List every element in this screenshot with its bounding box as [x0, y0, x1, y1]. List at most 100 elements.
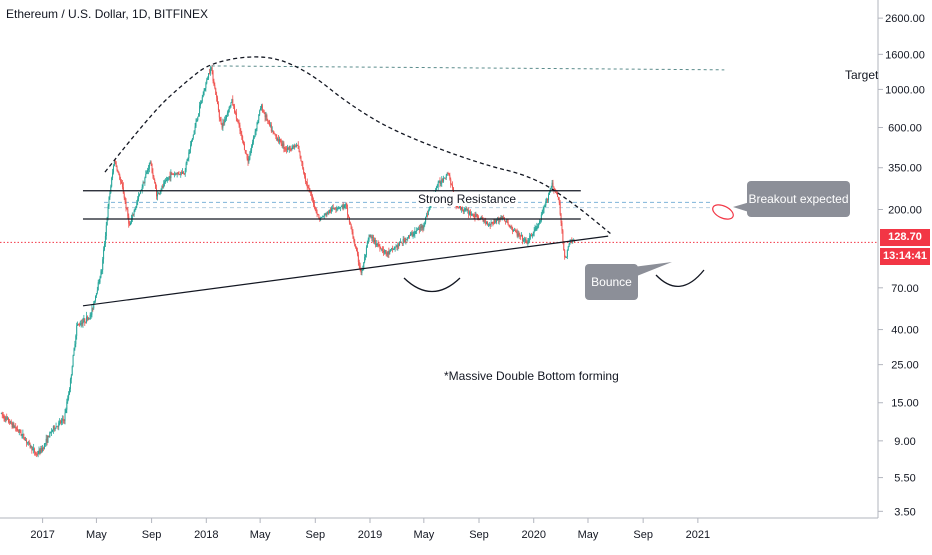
candle-body — [130, 222, 132, 226]
candle-body — [417, 229, 419, 231]
candle-body — [98, 282, 100, 283]
candle-body — [63, 420, 65, 422]
candle-body — [437, 182, 439, 187]
price-tick-label: 350.00 — [888, 163, 922, 175]
candle-body — [425, 217, 427, 223]
candle-body — [146, 172, 148, 175]
candle-body — [225, 118, 227, 120]
candle-body — [450, 179, 452, 185]
candle-body — [549, 188, 551, 193]
candle-body — [260, 105, 262, 109]
candle-body — [8, 422, 10, 424]
candle-body — [127, 209, 129, 217]
candle-body — [36, 454, 38, 455]
candle-body — [408, 235, 410, 237]
second-bottom-arc — [655, 269, 705, 288]
candle-body — [377, 244, 379, 246]
candle-body — [285, 148, 287, 150]
candle-body — [352, 231, 354, 238]
candle-body — [559, 202, 561, 215]
candle-body — [390, 249, 392, 252]
price-tick-label: 1600.00 — [885, 49, 925, 61]
candle-body — [548, 194, 550, 201]
candle-body — [495, 219, 497, 223]
candle-body — [200, 101, 202, 103]
candle-body — [40, 447, 42, 454]
candle-body — [102, 259, 104, 270]
candle-body — [176, 172, 178, 175]
candle-body — [128, 216, 130, 224]
candle-body — [17, 430, 19, 432]
candle-body — [208, 73, 210, 75]
candle-body — [522, 239, 524, 241]
candle-body — [482, 219, 484, 222]
target-level-line — [211, 65, 725, 71]
candle-body — [421, 225, 423, 228]
candle-body — [171, 172, 173, 174]
candle-body — [397, 244, 399, 248]
candle-body — [163, 183, 165, 188]
candle-body — [400, 242, 402, 244]
candle-body — [187, 157, 189, 160]
candle-body — [394, 246, 396, 250]
candle-body — [34, 448, 36, 453]
candle-body — [502, 217, 504, 219]
candle-body — [253, 135, 255, 138]
candle-body — [219, 117, 221, 120]
candle-body — [357, 254, 359, 263]
candle-body — [303, 168, 305, 173]
candle-body — [443, 178, 445, 182]
candle-body — [370, 236, 372, 238]
candle-body — [47, 435, 49, 443]
candle-body — [183, 173, 185, 175]
candle-body — [532, 232, 534, 236]
candle-body — [247, 158, 249, 162]
candle-body — [151, 164, 153, 173]
candle-body — [173, 174, 175, 176]
candle-body — [332, 208, 334, 209]
candle-body — [521, 235, 523, 237]
candle-body — [408, 235, 410, 238]
time-tick-label: 2017 — [30, 529, 54, 541]
candle-body — [208, 73, 210, 79]
candle-body — [506, 220, 508, 223]
candle-body — [198, 113, 200, 117]
candle-body — [115, 162, 117, 167]
candle-body — [213, 80, 215, 86]
candle-body — [84, 318, 86, 322]
candle-body — [263, 111, 265, 114]
candle-body — [6, 416, 8, 419]
candle-body — [343, 205, 345, 208]
candle-body — [444, 177, 446, 179]
candle-body — [45, 438, 47, 444]
candle-body — [365, 254, 367, 258]
candle-body — [56, 426, 58, 428]
candle-body — [426, 214, 428, 218]
time-tick-label: 2020 — [521, 529, 545, 541]
candle-body — [483, 220, 485, 222]
price-axis[interactable]: 2600.00 1600.00 1000.00 600.00 350.00 200.00 7… — [878, 13, 925, 518]
candle-body — [0, 413, 2, 414]
candle-body — [347, 207, 349, 215]
time-axis[interactable]: 2017 May Sep 2018 May Sep 2019 May Sep 2020 May Sep… — [30, 518, 710, 541]
candle-body — [95, 292, 97, 296]
candle-body — [387, 251, 389, 255]
candle-body — [548, 192, 550, 195]
candle-body — [439, 181, 441, 184]
breakout-ellipse — [712, 204, 734, 220]
candle-body — [325, 213, 327, 216]
candle-body — [296, 144, 298, 146]
candle-body — [123, 193, 125, 198]
candle-body — [305, 181, 307, 183]
breakout-callout: Breakout expected — [747, 181, 850, 217]
candle-body — [145, 174, 147, 179]
candle-body — [245, 153, 247, 154]
candle-body — [456, 206, 458, 208]
candle-body — [106, 217, 108, 226]
candle-body — [46, 438, 48, 443]
symbol-title[interactable]: Ethereum / U.S. Dollar, 1D, BITFINEX — [6, 7, 209, 21]
candle-body — [88, 318, 90, 319]
candle-body — [384, 250, 386, 252]
candle-body — [476, 214, 478, 216]
